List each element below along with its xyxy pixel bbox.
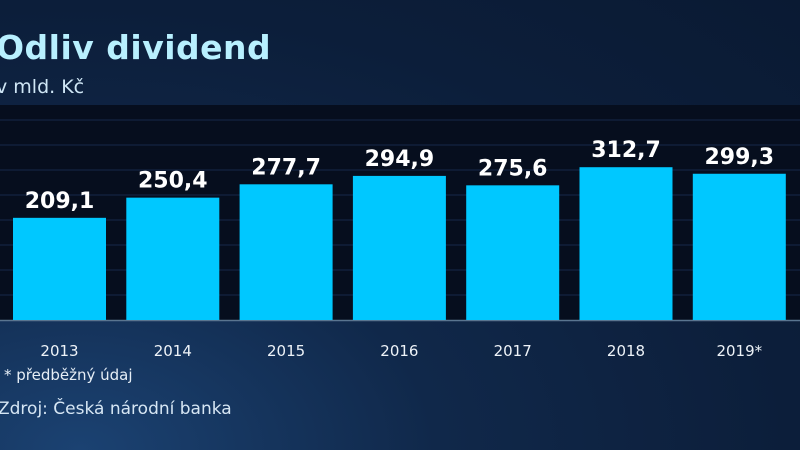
bar-2018: [579, 167, 673, 320]
x-tick-label: 2013: [40, 342, 78, 360]
x-tick-label: 2016: [380, 342, 418, 360]
chart-subtitle: v mld. Kč: [0, 76, 85, 98]
x-tick-label: 2014: [154, 342, 192, 360]
data-label: 250,4: [138, 169, 208, 194]
bar-2016: [352, 175, 446, 320]
chart-title: Odliv dividend: [0, 28, 272, 67]
bar-2019*: [692, 173, 786, 320]
bar-2014: [126, 197, 220, 320]
bar-2013: [13, 217, 106, 320]
x-tick-label: 2019*: [716, 342, 762, 360]
data-label: 312,7: [591, 138, 661, 163]
data-label: 277,7: [251, 155, 321, 180]
x-tick-label: 2015: [267, 342, 305, 360]
footnote: * předběžný údaj: [4, 366, 133, 384]
x-tick-label: 2018: [607, 342, 645, 360]
data-label: 209,1: [25, 189, 95, 214]
data-label: 294,9: [365, 147, 435, 172]
data-label: 299,3: [705, 145, 775, 170]
source-label: Zdroj: Česká národní banka: [0, 399, 232, 419]
bar-2015: [239, 184, 333, 320]
x-tick-label: 2017: [494, 342, 532, 360]
bar-2017: [466, 185, 560, 320]
data-label: 275,6: [478, 156, 548, 181]
